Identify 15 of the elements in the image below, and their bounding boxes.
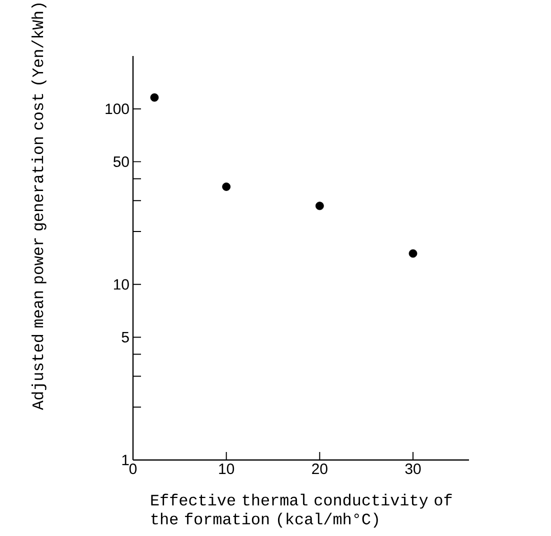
point (150, 93, 159, 102)
y-tick-label: 10 (114, 279, 129, 290)
x-tick-label: 0 (129, 464, 137, 474)
y-axis-title: Adjusted mean power generation cost (Yen/kWh) (32, 4, 46, 410)
y-tick-label: 5 (122, 332, 129, 342)
x-tick-label: 30 (405, 464, 421, 474)
y-tick-label: 1 (122, 454, 129, 466)
point (222, 182, 231, 191)
x-tick-label: 20 (312, 464, 328, 474)
point (315, 202, 324, 210)
y-tick-label: 50 (113, 156, 129, 167)
x-axis-title: Effective thermal conductivity of the formation (kcal/mh°C) (151, 494, 452, 528)
point (408, 249, 418, 258)
y-tick-label: 100 (106, 104, 129, 114)
x-tick-label: 10 (219, 464, 234, 474)
